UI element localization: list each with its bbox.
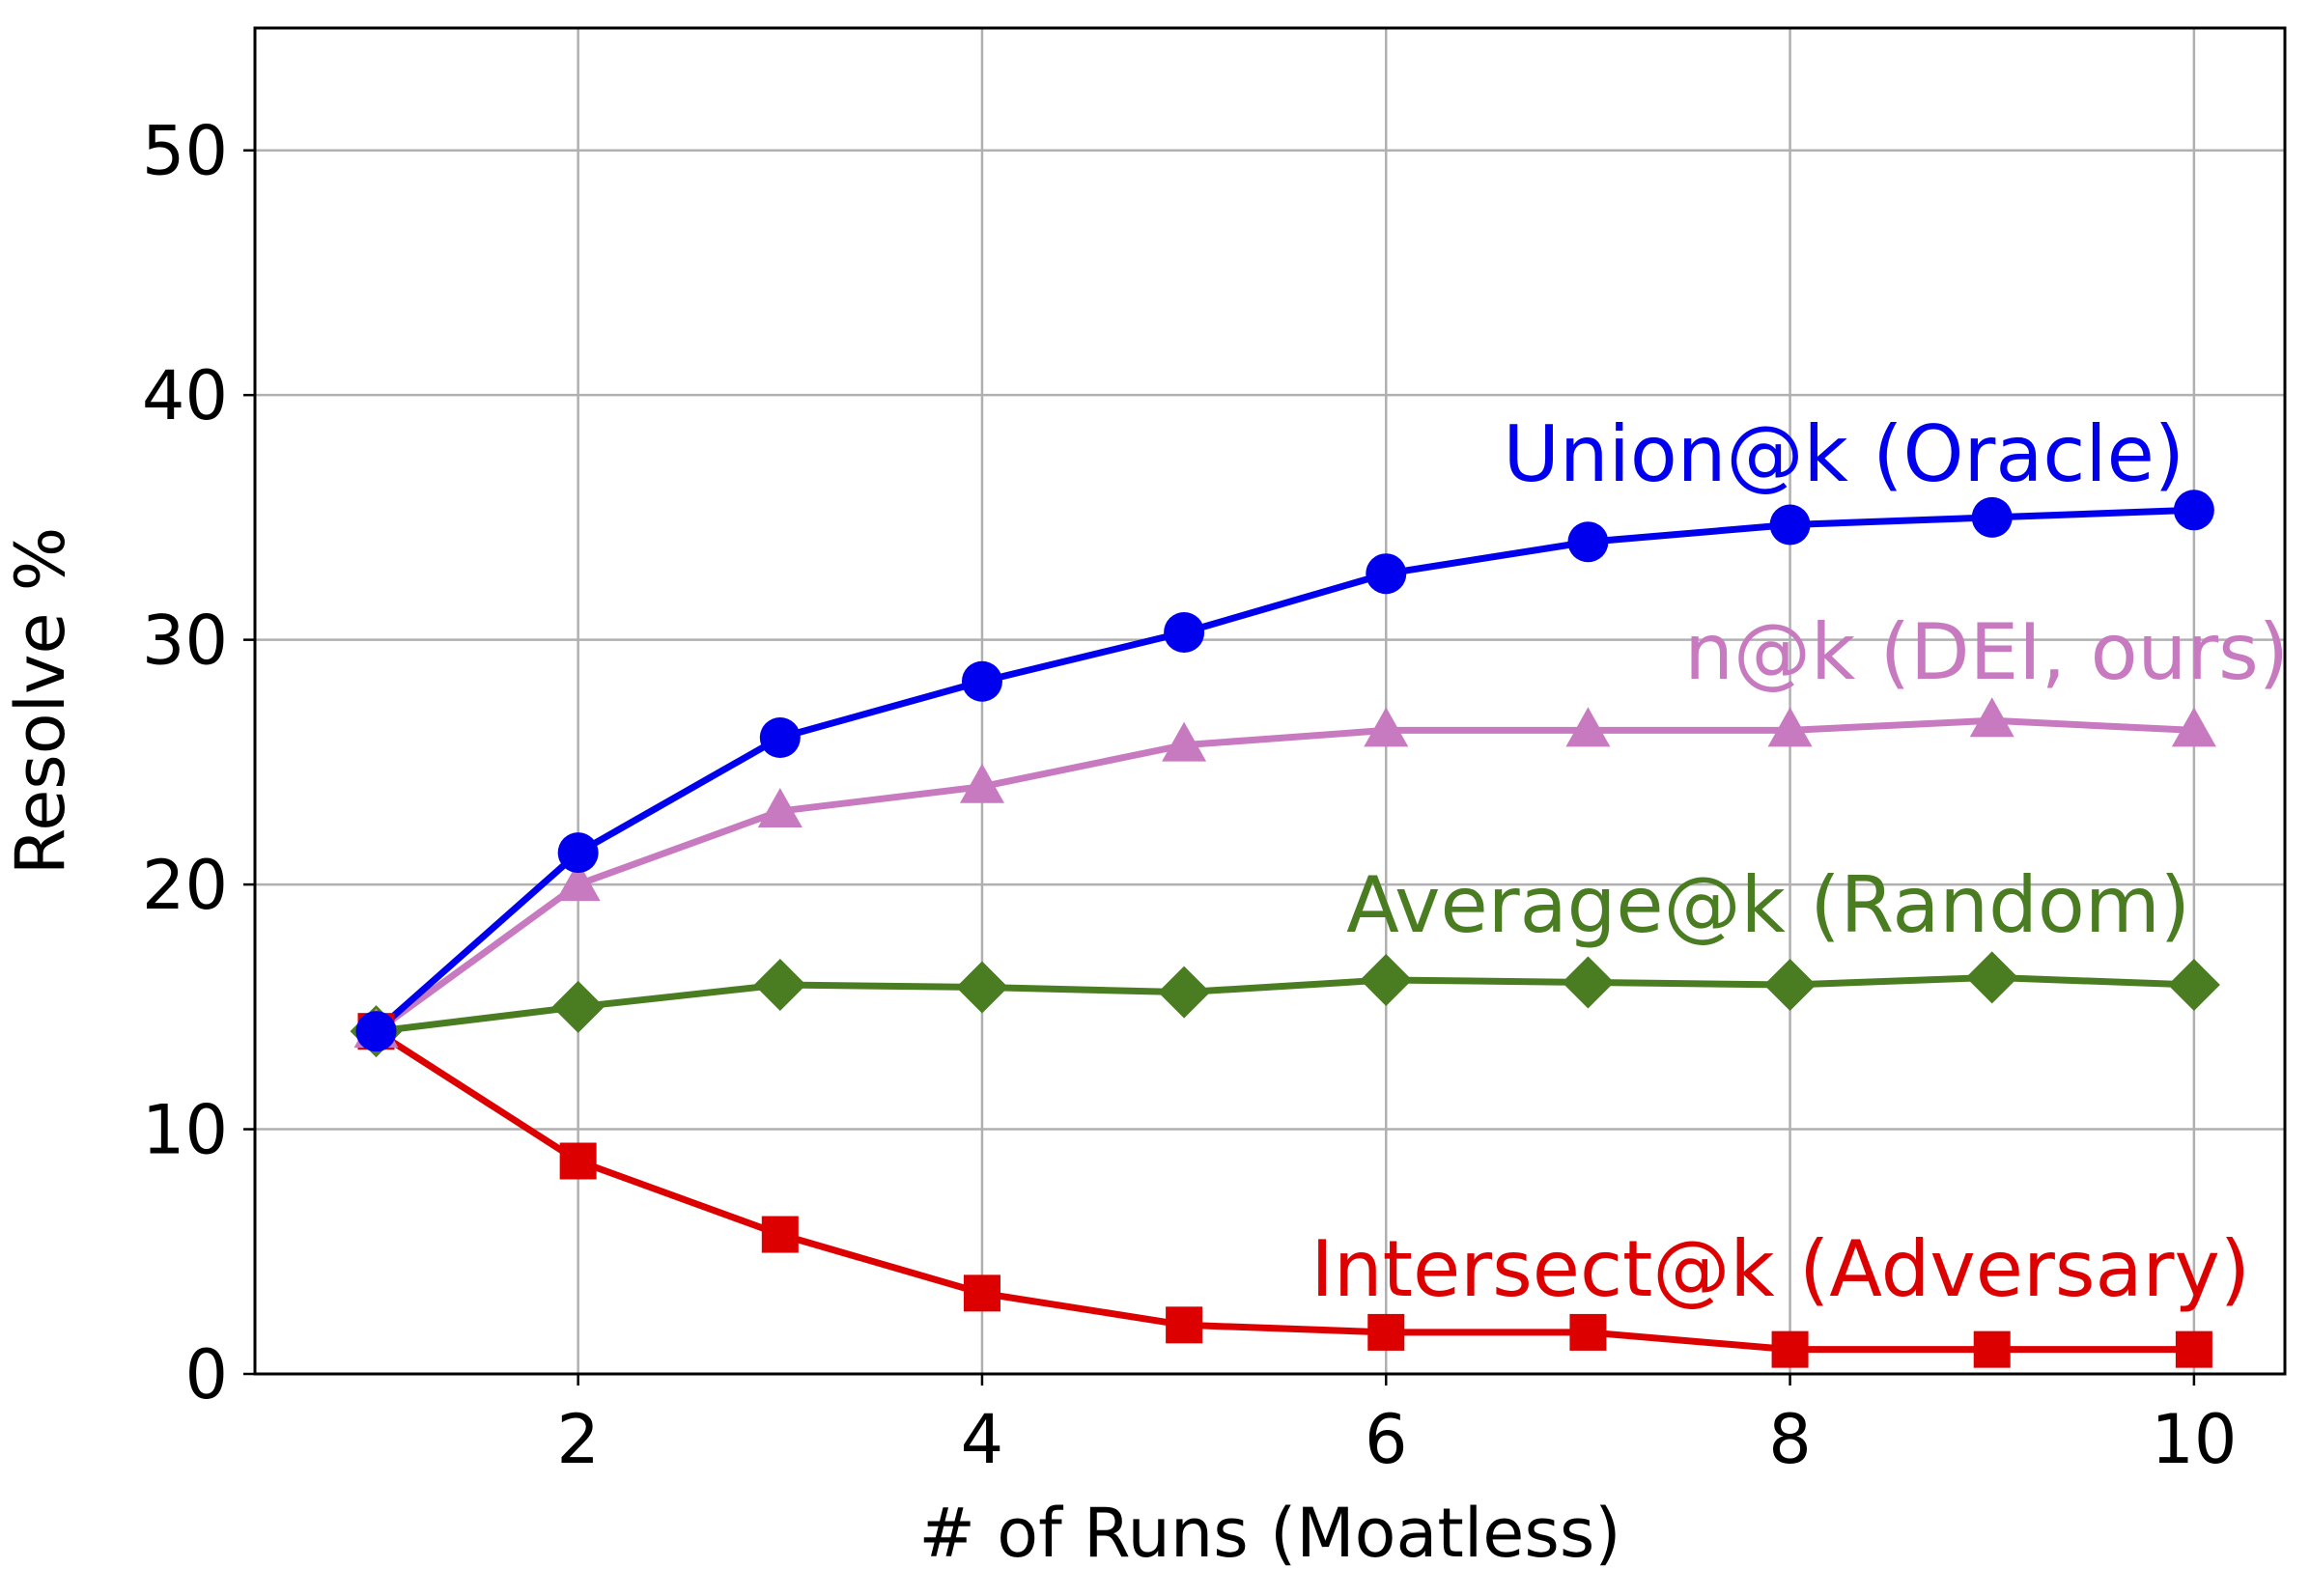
y-tick-label: 50 [142,112,228,191]
n-at-k-point [757,788,803,828]
average-point [2167,959,2220,1012]
average-point [955,961,1008,1014]
x-tick-label: 8 [1768,1400,1812,1479]
average-point [753,959,806,1012]
union-point [1769,504,1811,546]
intersect-point [1771,1330,1809,1368]
x-tick-label: 2 [556,1400,600,1479]
union-point [557,832,599,874]
intersect-point [761,1216,799,1253]
union-point [1567,521,1609,563]
union-point [1971,496,2013,538]
intersect-point [1367,1313,1405,1351]
x-tick-label: 10 [2151,1400,2237,1479]
n-at-k-point [1364,707,1409,747]
intersect-point [2175,1330,2212,1368]
average-point [1158,966,1211,1019]
average-series-line [376,973,2195,1035]
n-at-k-point [1969,697,2014,738]
union-point [961,660,1002,702]
intersect-point [559,1142,597,1180]
series-lines [374,506,2195,1354]
intersect-series-label: Intersect@k (Adversary) [1310,1224,2250,1314]
average-point [1562,956,1615,1009]
n-at-k-point [1565,707,1611,747]
intersect-point [1569,1313,1607,1351]
average-series-label: Average@k (Random) [1346,860,2190,950]
average-point [551,980,605,1033]
average-point [1965,951,2018,1004]
union-point [355,1011,397,1052]
n-at-k-point [1767,707,1813,747]
axis-ticks: 2 4 6 8 10 0 10 20 30 40 50 [142,112,2237,1479]
n-at-k-series-line [374,716,2195,1034]
x-axis-label: # of Runs (Moatless) [918,1494,1620,1573]
union-series-label: Union@k (Oracle) [1503,409,2184,499]
y-tick-label: 20 [142,846,228,925]
x-tick-label: 4 [961,1400,1004,1479]
average-point [1763,959,1817,1012]
n-at-k-series-label: n@k (DEI, ours) [1684,607,2289,697]
union-point [1366,553,1407,595]
union-point [759,717,801,759]
average-point [1360,953,1413,1006]
intersect-point [1166,1306,1203,1344]
n-at-k-point [1162,721,1207,762]
grid-lines [255,28,2285,1376]
data-markers [350,490,2220,1368]
y-tick-label: 0 [184,1335,228,1414]
series-labels: Intersect@k (Adversary) Average@k (Random… [1310,409,2289,1314]
intersect-point [1973,1330,2011,1368]
n-at-k-point [2171,707,2216,747]
n-at-k-point [555,861,601,902]
union-point [1164,612,1205,654]
plot-frame [253,26,2287,1376]
y-axis-label: Resolve % [1,527,80,876]
union-series-line [374,506,2195,1034]
intersect-point [963,1274,1000,1312]
x-tick-label: 6 [1365,1400,1408,1479]
intersect-series-line [374,1028,2194,1354]
y-tick-label: 10 [142,1091,228,1170]
y-tick-label: 30 [142,602,228,681]
y-tick-label: 40 [142,356,228,435]
n-at-k-point [959,763,1004,803]
union-point [2173,490,2214,531]
